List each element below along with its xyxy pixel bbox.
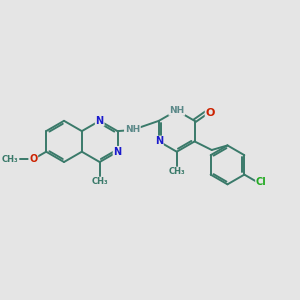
Text: N: N xyxy=(96,116,104,126)
Text: N: N xyxy=(155,136,163,146)
Text: NH: NH xyxy=(169,106,184,115)
Text: CH₃: CH₃ xyxy=(2,155,18,164)
Text: N: N xyxy=(113,147,122,157)
Text: CH₃: CH₃ xyxy=(92,178,108,187)
Text: NH: NH xyxy=(125,125,140,134)
Text: O: O xyxy=(29,154,38,164)
Text: Cl: Cl xyxy=(256,177,267,187)
Text: O: O xyxy=(206,108,215,118)
Text: CH₃: CH₃ xyxy=(168,167,185,176)
